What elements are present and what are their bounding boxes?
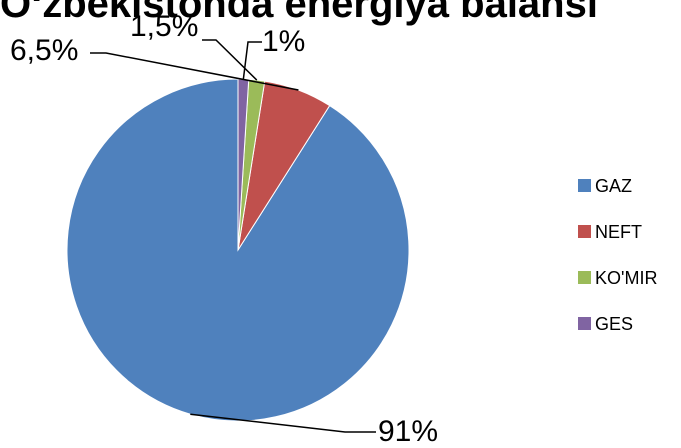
leader-lines bbox=[90, 39, 376, 433]
leader-line-ges bbox=[242, 41, 262, 80]
data-label-neft: 6,5% bbox=[10, 34, 78, 67]
legend-swatch-ges bbox=[578, 317, 591, 330]
legend-label-ges: GES bbox=[595, 314, 633, 334]
pie-slices bbox=[66, 78, 410, 422]
legend-label-neft: NEFT bbox=[595, 222, 642, 242]
data-label-gaz: 91% bbox=[378, 415, 438, 448]
legend-label-gaz: GAZ bbox=[595, 176, 632, 196]
leader-line-neft bbox=[90, 52, 299, 91]
legend-swatch-ko-mir bbox=[578, 271, 591, 284]
pie-slice-gaz bbox=[66, 78, 410, 422]
leader-line-ko-mir bbox=[202, 39, 258, 81]
legend-label-ko-mir: KO'MIR bbox=[595, 268, 657, 288]
legend: GAZ NEFT KO'MIR GES bbox=[578, 176, 657, 334]
data-labels: 91% 6,5% 1,5% 1% bbox=[10, 10, 438, 448]
data-label-ko-mir: 1,5% bbox=[130, 10, 198, 43]
leader-line-gaz bbox=[190, 413, 376, 433]
legend-swatch-gaz bbox=[578, 179, 591, 192]
chart-title: O‘zbekistonda energiya balansi bbox=[0, 0, 598, 26]
data-label-ges: 1% bbox=[262, 25, 305, 58]
legend-swatch-neft bbox=[578, 225, 591, 238]
